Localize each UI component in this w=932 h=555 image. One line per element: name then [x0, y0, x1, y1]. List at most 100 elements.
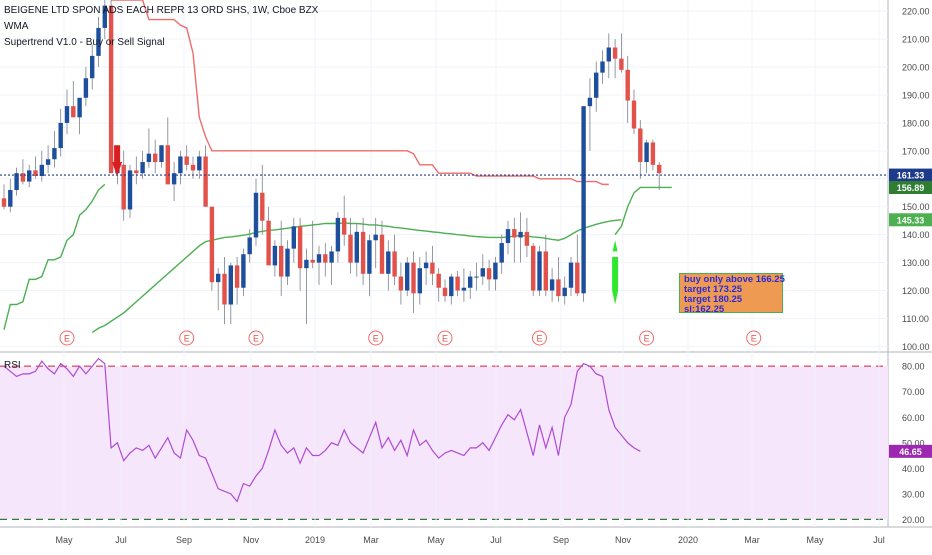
candle-up[interactable]: [474, 276, 479, 278]
candle-up[interactable]: [27, 170, 32, 182]
candle-down[interactable]: [575, 262, 580, 294]
candle-up[interactable]: [581, 106, 586, 294]
earnings-marker[interactable]: [368, 330, 384, 346]
candle-up[interactable]: [45, 159, 51, 165]
candle-down[interactable]: [33, 170, 38, 176]
candle-up[interactable]: [197, 156, 202, 171]
candle-down[interactable]: [260, 192, 265, 221]
candle-down[interactable]: [153, 153, 158, 163]
candle-up[interactable]: [335, 217, 341, 252]
candle-up[interactable]: [587, 97, 593, 107]
candle-down[interactable]: [134, 170, 139, 174]
candle-down[interactable]: [190, 164, 196, 171]
candle-up[interactable]: [562, 287, 567, 297]
candle-up[interactable]: [58, 122, 63, 149]
candle-down[interactable]: [279, 245, 284, 277]
candle-down[interactable]: [71, 106, 76, 118]
candle-up[interactable]: [594, 72, 599, 98]
candle-down[interactable]: [266, 220, 271, 266]
candle-down[interactable]: [430, 262, 435, 274]
candle-up[interactable]: [449, 276, 454, 297]
supertrend-up-line[interactable]: [3, 183, 106, 330]
candle-up[interactable]: [468, 276, 473, 288]
candle-up[interactable]: [52, 148, 57, 160]
candle-up[interactable]: [417, 268, 422, 294]
candle-up[interactable]: [386, 251, 391, 274]
candle-down[interactable]: [650, 142, 656, 165]
earnings-marker[interactable]: [746, 330, 762, 346]
earnings-marker[interactable]: [639, 330, 655, 346]
candle-up[interactable]: [96, 27, 101, 56]
indicator-wma-label[interactable]: WMA: [4, 21, 29, 32]
candle-up[interactable]: [39, 164, 44, 176]
candle-down[interactable]: [612, 47, 618, 59]
candle-up[interactable]: [600, 61, 605, 73]
candle-down[interactable]: [310, 259, 315, 263]
candle-down[interactable]: [209, 206, 215, 283]
earnings-marker[interactable]: [532, 330, 547, 346]
candle-down[interactable]: [625, 69, 630, 101]
candle-up[interactable]: [178, 156, 183, 174]
candle-up[interactable]: [64, 106, 70, 123]
candle-up[interactable]: [77, 97, 82, 118]
indicator-supertrend-label[interactable]: Supertrend V1.0 - Buy or Sell Signal: [4, 37, 165, 48]
candle-up[interactable]: [373, 234, 378, 241]
rsi-label[interactable]: RSI: [4, 360, 21, 371]
supertrend-up-line-recent[interactable]: [614, 186, 672, 236]
candle-down[interactable]: [184, 156, 189, 165]
candle-down[interactable]: [108, 5, 114, 174]
candle-up[interactable]: [127, 170, 133, 210]
rsi-line[interactable]: [3, 357, 641, 503]
candle-down[interactable]: [531, 245, 536, 291]
candle-up[interactable]: [606, 47, 611, 62]
candle-down[interactable]: [342, 217, 347, 235]
candle-up[interactable]: [253, 192, 259, 238]
candle-up[interactable]: [461, 287, 467, 291]
candle-up[interactable]: [304, 259, 309, 269]
candle-up[interactable]: [291, 226, 296, 249]
candle-down[interactable]: [203, 156, 208, 207]
candle-down[interactable]: [360, 231, 366, 274]
candle-up[interactable]: [549, 279, 555, 291]
candle-down[interactable]: [1, 198, 7, 207]
candle-up[interactable]: [354, 231, 359, 263]
candle-down[interactable]: [442, 287, 448, 297]
candle-down[interactable]: [323, 254, 328, 263]
candle-up[interactable]: [216, 273, 221, 283]
earnings-marker[interactable]: [59, 330, 75, 346]
earnings-marker[interactable]: [437, 330, 453, 346]
candle-down[interactable]: [619, 58, 624, 70]
candle-down[interactable]: [165, 145, 170, 185]
earnings-marker[interactable]: [179, 330, 195, 346]
candle-down[interactable]: [657, 164, 662, 174]
candle-up[interactable]: [247, 237, 252, 255]
candle-up[interactable]: [159, 145, 164, 163]
candle-up[interactable]: [480, 268, 485, 277]
candle-down[interactable]: [121, 164, 126, 210]
candle-up[interactable]: [493, 262, 498, 280]
supertrend-down-line[interactable]: [111, 0, 609, 186]
candle-up[interactable]: [644, 142, 649, 163]
candle-up[interactable]: [285, 248, 290, 277]
candle-down[interactable]: [234, 265, 240, 288]
candle-up[interactable]: [90, 55, 95, 79]
candle-up[interactable]: [405, 262, 410, 291]
candle-up[interactable]: [140, 162, 145, 174]
earnings-marker[interactable]: [248, 330, 264, 346]
candle-down[interactable]: [512, 229, 517, 238]
candle-up[interactable]: [568, 262, 574, 288]
candle-down[interactable]: [524, 231, 530, 246]
candle-down[interactable]: [556, 279, 561, 297]
candle-up[interactable]: [146, 153, 152, 163]
candle-down[interactable]: [348, 234, 353, 263]
candle-down[interactable]: [379, 234, 385, 274]
candle-down[interactable]: [222, 273, 227, 305]
candle-down[interactable]: [638, 128, 643, 163]
candle-down[interactable]: [411, 262, 416, 294]
candle-down[interactable]: [631, 100, 637, 129]
candle-down[interactable]: [455, 276, 460, 291]
candle-up[interactable]: [367, 240, 372, 274]
candle-down[interactable]: [436, 273, 441, 288]
